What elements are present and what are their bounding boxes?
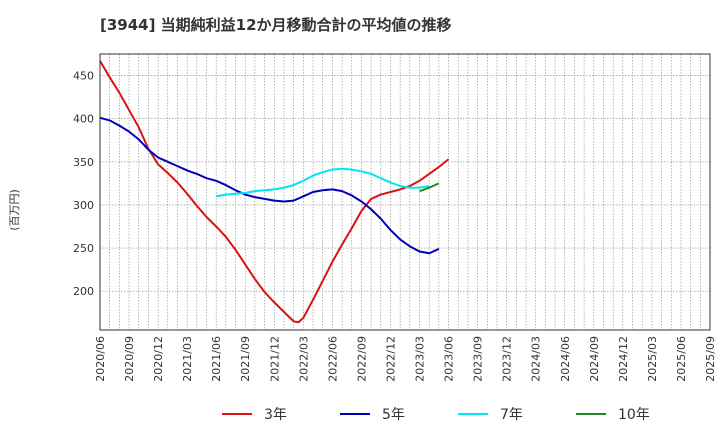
x-tick-label: 2023/03 [414, 336, 427, 382]
x-tick-label: 2020/09 [123, 336, 136, 382]
y-tick-label: 200 [73, 285, 94, 298]
x-tick-label: 2023/09 [472, 336, 485, 382]
y-axis-label: (百万円) [8, 189, 21, 231]
series-line-3 [216, 167, 430, 198]
x-tick-label: 2021/03 [181, 336, 194, 382]
x-tick-label: 2025/03 [646, 336, 659, 382]
x-tick-label: 2022/03 [297, 336, 310, 382]
series-line-4 [419, 182, 440, 193]
legend-label: 10年 [618, 407, 650, 423]
x-tick-label: 2024/09 [588, 336, 601, 382]
x-tick-label: 2021/06 [210, 336, 223, 382]
y-tick-label: 400 [73, 113, 94, 126]
x-tick-label: 2024/06 [559, 336, 572, 382]
series-line-2 [99, 116, 440, 255]
x-tick-label: 2020/06 [94, 336, 107, 382]
y-tick-label: 250 [73, 242, 94, 255]
series-line-1 [99, 60, 450, 324]
x-tick-label: 2022/12 [384, 336, 397, 382]
x-tick-label: 2023/12 [501, 336, 514, 382]
x-tick-label: 2024/03 [530, 336, 543, 382]
y-tick-label: 350 [73, 156, 94, 169]
y-tick-label: 300 [73, 199, 94, 212]
x-tick-label: 2022/09 [355, 336, 368, 382]
plot-background [100, 54, 710, 330]
series-layer [99, 60, 450, 324]
x-tick-label: 2020/12 [152, 336, 165, 382]
x-tick-label: 2023/06 [443, 336, 456, 382]
x-tick-label: 2022/06 [326, 336, 339, 382]
x-tick-label: 2025/09 [704, 336, 717, 382]
legend-label: 5年 [382, 407, 405, 423]
y-tick-label: 450 [73, 70, 94, 83]
legend-label: 7年 [500, 407, 523, 423]
chart-title: [3944] 当期純利益12か月移動合計の平均値の推移 [100, 16, 452, 34]
y-axis: 200 250 300 350 400 450 [73, 70, 94, 299]
x-tick-label: 2024/12 [617, 336, 630, 382]
x-tick-label: 2021/09 [239, 336, 252, 382]
plot-frame [99, 53, 711, 331]
legend-label: 3年 [264, 407, 287, 423]
x-tick-label: 2021/12 [268, 336, 281, 382]
x-tick-label: 2025/06 [675, 336, 688, 382]
legend: 3年 5年 7年 10年 [222, 407, 650, 423]
grid [99, 54, 711, 330]
x-axis: 2020/06 2020/09 2020/12 2021/03 2021/06 2021/… [94, 336, 717, 382]
